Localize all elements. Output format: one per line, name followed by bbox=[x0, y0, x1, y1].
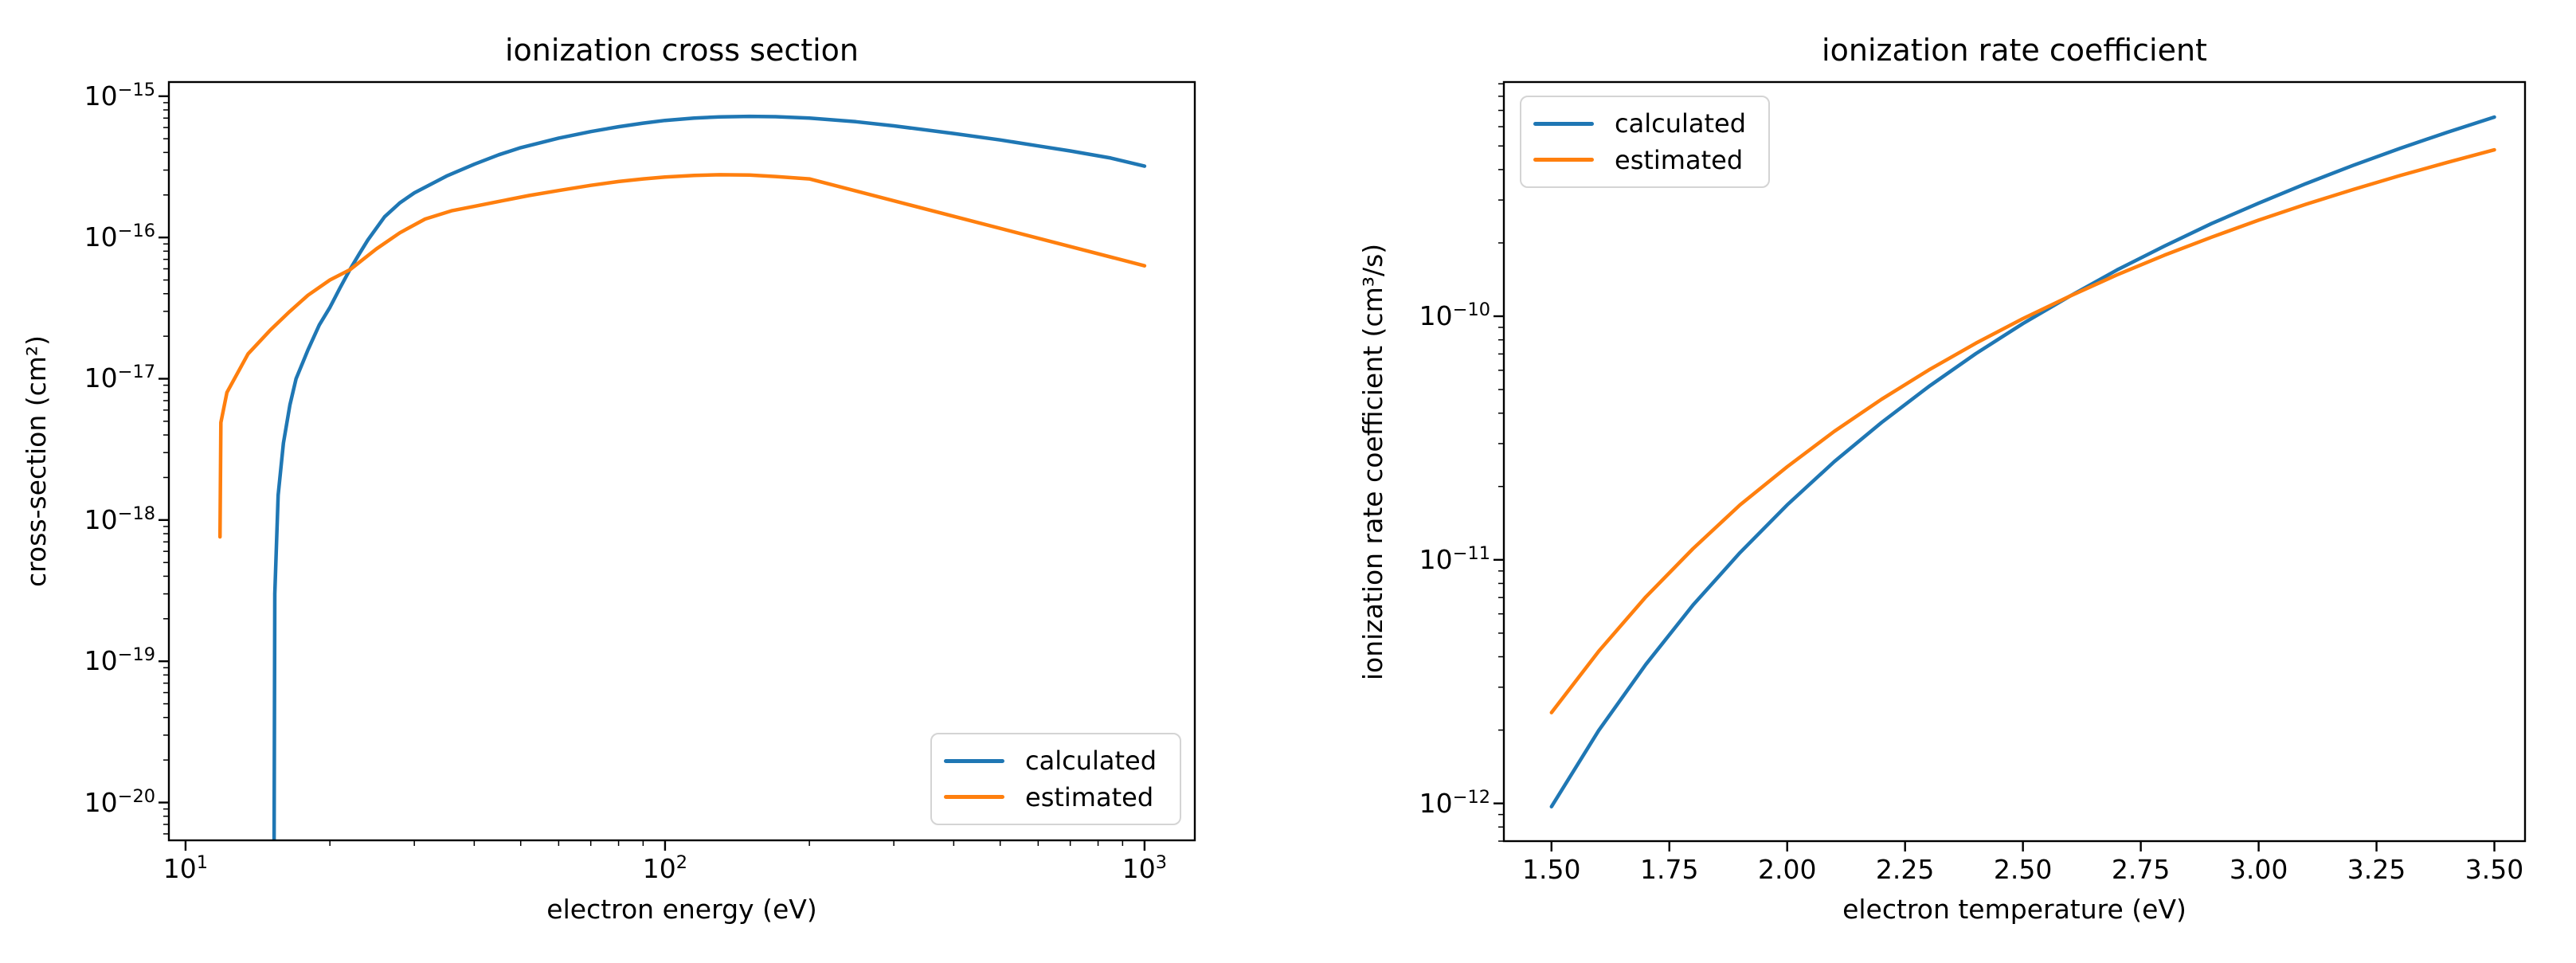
x-tick-label: 101 bbox=[162, 852, 209, 884]
left-y-axis-label: cross-section (cm²) bbox=[21, 335, 52, 588]
axes-frame bbox=[1502, 80, 2527, 843]
y-tick-label: 10−10 bbox=[1419, 299, 1490, 331]
x-tick-label: 2.00 bbox=[1757, 854, 1817, 885]
legend-line-swatch bbox=[944, 795, 1004, 800]
legend-item-calculated: calculated bbox=[1521, 109, 1768, 138]
axes-frame bbox=[167, 80, 1196, 842]
y-tick-label: 10−20 bbox=[84, 785, 155, 818]
series-line-estimated bbox=[217, 173, 1147, 539]
x-tick-label: 3.00 bbox=[2229, 854, 2288, 885]
x-tick-label: 1.75 bbox=[1639, 854, 1699, 885]
y-tick-label: 10−17 bbox=[84, 362, 155, 394]
left-x-axis-label: electron energy (eV) bbox=[546, 894, 817, 925]
series-line-calculated bbox=[1549, 115, 2496, 808]
y-tick-label: 10−11 bbox=[1419, 542, 1490, 575]
legend-item-estimated: estimated bbox=[1521, 146, 1768, 174]
legend-line-swatch bbox=[1533, 121, 1594, 126]
right-x-axis-label: electron temperature (eV) bbox=[1842, 894, 2186, 925]
x-tick-label: 3.25 bbox=[2347, 854, 2406, 885]
right-y-axis-label: ionization rate coefficient (cm³/s) bbox=[1357, 243, 1388, 680]
y-tick-label: 10−18 bbox=[84, 503, 155, 535]
x-tick-label: 2.50 bbox=[1993, 854, 2053, 885]
legend-item-calculated: calculated bbox=[932, 746, 1180, 775]
x-tick-label: 2.75 bbox=[2111, 854, 2171, 885]
legend-label: calculated bbox=[1025, 746, 1157, 777]
x-tick-label: 3.50 bbox=[2464, 854, 2524, 885]
x-tick-label: 1.50 bbox=[1522, 854, 1581, 885]
y-tick-label: 10−19 bbox=[84, 644, 155, 677]
y-tick-label: 10−15 bbox=[84, 79, 155, 112]
series-line-estimated bbox=[1549, 147, 2496, 714]
legend-label: estimated bbox=[1615, 144, 1744, 175]
x-tick-label: 103 bbox=[1122, 852, 1168, 884]
legend-line-swatch bbox=[1533, 158, 1594, 162]
legend-item-estimated: estimated bbox=[932, 783, 1180, 812]
right-legend: calculated estimated bbox=[1520, 96, 1770, 188]
left-plot-title: ionization cross section bbox=[504, 33, 859, 68]
right-plot-title: ionization rate coefficient bbox=[1822, 33, 2207, 68]
y-tick-label: 10−16 bbox=[84, 221, 155, 253]
legend-line-swatch bbox=[944, 758, 1004, 763]
legend-label: calculated bbox=[1615, 108, 1747, 139]
left-legend: calculated estimated bbox=[930, 733, 1181, 825]
x-tick-label: 2.25 bbox=[1875, 854, 1935, 885]
x-tick-label: 102 bbox=[642, 852, 688, 884]
y-tick-label: 10−12 bbox=[1419, 786, 1490, 819]
legend-label: estimated bbox=[1025, 781, 1154, 812]
